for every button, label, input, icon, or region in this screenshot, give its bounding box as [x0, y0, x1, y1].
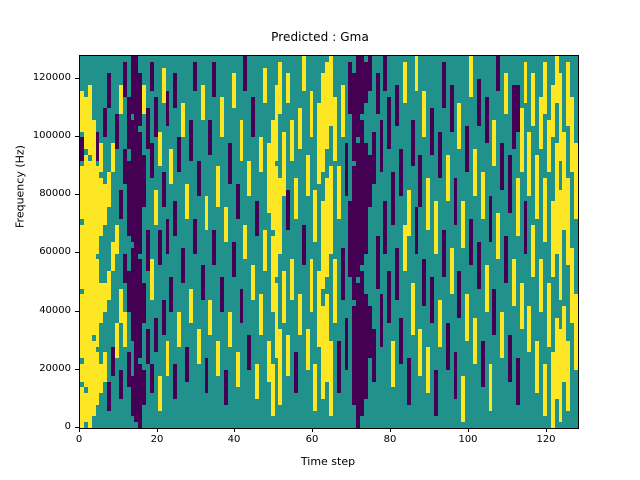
y-axis-label: Frequency (Hz) [13, 145, 27, 228]
ytick-mark [75, 427, 79, 428]
xtick-mark [234, 428, 235, 432]
ytick-mark [75, 78, 79, 79]
xtick-mark [390, 428, 391, 432]
ytick-label: 120000 [32, 72, 71, 83]
xtick-label: 120 [536, 434, 556, 445]
ytick-mark [75, 136, 79, 137]
xtick-label: 40 [227, 434, 241, 445]
ytick-label: 40000 [39, 305, 71, 316]
ytick-label: 0 [64, 421, 71, 432]
ytick-label: 60000 [39, 246, 71, 257]
xtick-mark [157, 428, 158, 432]
xtick-label: 0 [75, 434, 83, 445]
ytick-mark [75, 311, 79, 312]
x-axis-label: Time step [300, 455, 356, 468]
ytick-label: 80000 [39, 188, 71, 199]
heatmap-canvas [80, 56, 578, 428]
ytick-label: 20000 [39, 363, 71, 374]
ytick-mark [75, 194, 79, 195]
ytick-label: 100000 [32, 130, 71, 141]
xtick-label: 20 [150, 434, 164, 445]
xtick-label: 100 [458, 434, 478, 445]
chart-title: Predicted : Gma [271, 30, 369, 44]
ytick-mark [75, 369, 79, 370]
xtick-mark [312, 428, 313, 432]
xtick-mark [546, 428, 547, 432]
ytick-mark [75, 252, 79, 253]
xtick-label: 60 [305, 434, 319, 445]
xtick-mark [468, 428, 469, 432]
xtick-mark [79, 428, 80, 432]
heatmap-plot-area [79, 55, 579, 429]
xtick-label: 80 [383, 434, 397, 445]
